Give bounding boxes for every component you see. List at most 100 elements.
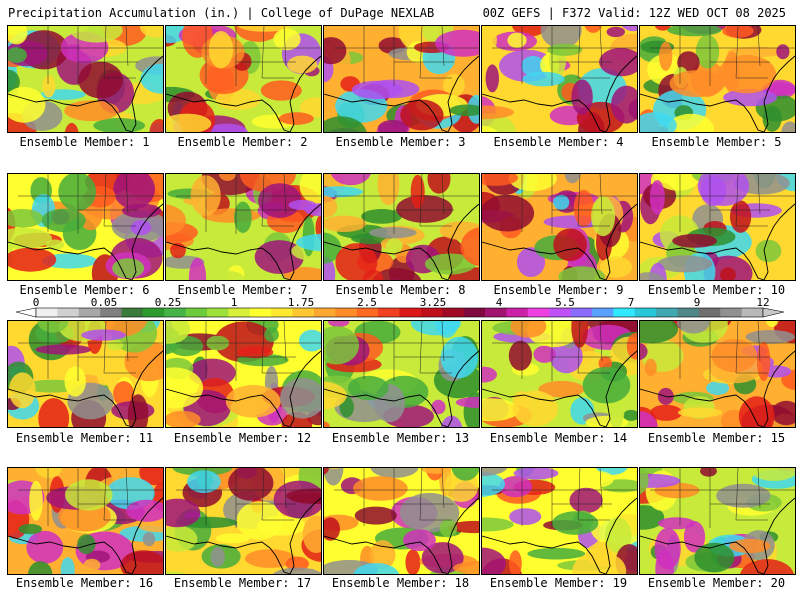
precip-blob <box>324 381 347 410</box>
state-border <box>735 26 739 79</box>
precip-blob <box>605 517 632 554</box>
precip-blob <box>513 468 559 480</box>
colorbar-tick-label: 0.25 <box>154 296 182 309</box>
coastline <box>640 350 795 427</box>
precip-blob <box>206 123 248 132</box>
member-label: Ensemble Member: 7 <box>177 283 308 297</box>
precip-blob <box>553 228 587 262</box>
member-map <box>639 467 796 575</box>
precip-blob <box>482 366 497 383</box>
member-label: Ensemble Member: 3 <box>335 135 466 149</box>
precip-blob <box>70 26 123 43</box>
member-label: Ensemble Member: 19 <box>489 576 628 590</box>
precip-blob <box>93 118 145 132</box>
precip-blob <box>558 266 606 280</box>
precip-field <box>640 174 795 280</box>
state-border <box>125 321 129 362</box>
member-label: Ensemble Member: 14 <box>489 431 628 445</box>
colorbar-swatch <box>698 308 721 317</box>
precip-blob <box>113 174 155 210</box>
precip-blob <box>482 471 505 497</box>
state-border <box>577 468 581 521</box>
precip-blob <box>42 75 56 98</box>
precip-blob <box>353 476 408 501</box>
precip-blob <box>717 55 777 94</box>
precip-blob <box>187 470 221 493</box>
coastline <box>166 350 321 427</box>
precip-blob <box>640 321 679 344</box>
member-label: Ensemble Member: 1 <box>19 135 150 149</box>
precip-blob <box>667 26 722 37</box>
member-label: Ensemble Member: 15 <box>647 431 786 445</box>
precip-blob <box>403 529 436 552</box>
precip-blob <box>166 571 187 574</box>
precip-blob <box>237 346 274 359</box>
precip-blob <box>81 329 126 341</box>
precip-blob <box>228 468 274 501</box>
member-map <box>7 467 164 575</box>
precip-field <box>640 26 795 132</box>
precip-blob <box>453 561 479 574</box>
coastline <box>324 350 479 427</box>
precip-blob <box>677 321 710 334</box>
precip-field <box>8 468 163 574</box>
state-border <box>757 26 761 67</box>
map-title: Precipitation Accumulation (in.) | Colle… <box>8 6 435 20</box>
member-map <box>323 25 480 133</box>
state-border <box>757 321 761 362</box>
precip-field <box>8 321 163 427</box>
precip-blob <box>533 345 556 363</box>
precip-blob <box>571 79 593 115</box>
precip-blob <box>573 189 594 227</box>
precip-blob <box>140 63 163 94</box>
member-map <box>7 320 164 428</box>
state-border <box>441 468 445 509</box>
colorbar-swatch <box>228 308 251 317</box>
precip-blob <box>482 174 518 186</box>
precip-blob <box>482 26 497 55</box>
precip-blob <box>623 409 637 421</box>
colorbar-tick-label: 0.05 <box>90 296 118 309</box>
precip-blob <box>234 201 252 233</box>
coastline <box>324 55 479 132</box>
precip-blob <box>482 398 520 422</box>
precip-blob <box>166 321 191 344</box>
precip-blob <box>711 338 758 373</box>
state-border <box>261 321 265 374</box>
precip-blob <box>42 253 97 269</box>
precip-blob <box>77 534 96 554</box>
coastline <box>8 497 163 574</box>
member-map <box>639 25 796 133</box>
precip-blob <box>112 258 145 279</box>
precip-blob <box>614 174 637 182</box>
state-border <box>599 26 603 67</box>
precip-blob <box>420 468 452 474</box>
state-border <box>419 321 423 374</box>
state-border <box>103 26 107 79</box>
colorbar-swatch <box>527 308 550 317</box>
precip-blob <box>564 174 581 184</box>
precip-blob <box>166 367 204 409</box>
member-label: Ensemble Member: 4 <box>493 135 624 149</box>
member-map <box>165 25 322 133</box>
colorbar-swatch <box>356 308 379 317</box>
colorbar-tick-label: 1 <box>230 296 238 309</box>
precip-blob <box>137 518 163 533</box>
state-border <box>577 174 581 227</box>
precip-field <box>166 174 321 280</box>
precip-blob <box>166 113 212 132</box>
precip-blob <box>485 64 499 93</box>
member-label: Ensemble Member: 17 <box>173 576 312 590</box>
precip-field <box>166 26 321 132</box>
precip-blob <box>659 41 673 71</box>
precip-blob <box>508 174 557 192</box>
precip-blob <box>640 342 648 361</box>
precip-blob <box>540 26 582 49</box>
precip-blob <box>8 209 44 228</box>
precip-blob <box>781 121 795 132</box>
member-label: Ensemble Member: 10 <box>647 283 786 297</box>
precip-blob <box>569 487 603 514</box>
coastline <box>166 203 321 280</box>
colorbar-swatch <box>570 308 593 317</box>
precip-blob <box>8 372 36 409</box>
